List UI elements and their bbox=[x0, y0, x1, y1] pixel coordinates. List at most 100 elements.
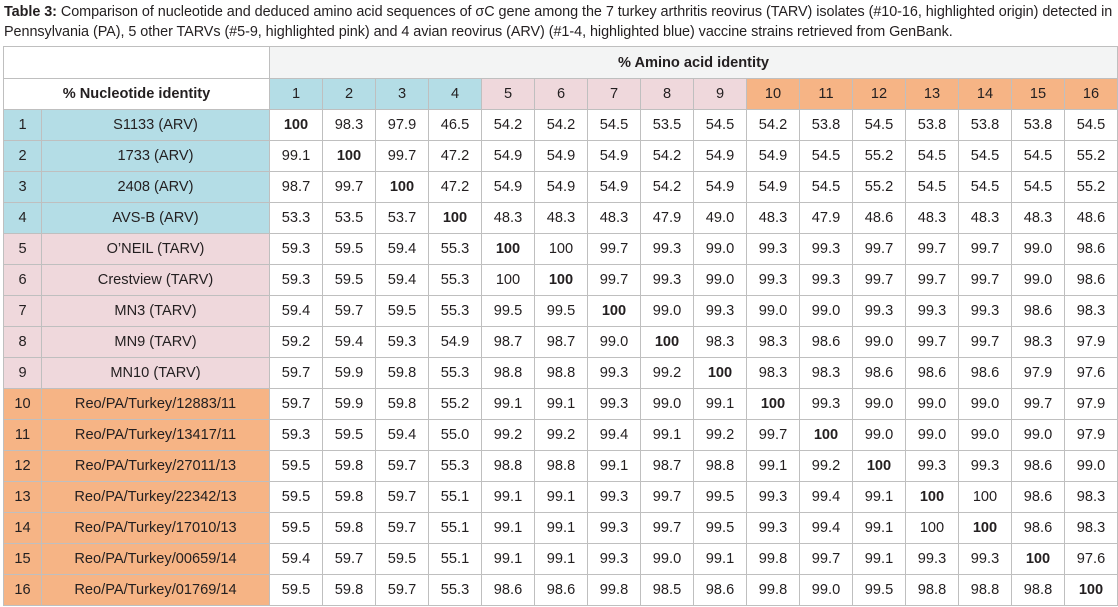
amino-acid-header: % Amino acid identity bbox=[269, 46, 1118, 79]
table-row: 16 Reo/PA/Turkey/01769/14 59.5 59.8 59.7 55.3… bbox=[3, 574, 1118, 606]
identity-cell: 55.3 bbox=[428, 264, 482, 296]
identity-cell: 54.2 bbox=[534, 109, 588, 141]
identity-cell: 59.5 bbox=[322, 233, 376, 265]
identity-cell: 99.3 bbox=[958, 543, 1012, 575]
identity-cell: 99.1 bbox=[852, 543, 906, 575]
identity-cell: 54.9 bbox=[534, 140, 588, 172]
identity-cell: 99.7 bbox=[905, 264, 959, 296]
identity-cell: 98.3 bbox=[1064, 512, 1118, 544]
row-number: 11 bbox=[3, 419, 42, 451]
row-number: 10 bbox=[3, 388, 42, 420]
identity-cell: 100 bbox=[1064, 574, 1118, 606]
table-row: 7 MN3 (TARV) 59.4 59.7 59.5 55.3 99.5 99.5 100 99… bbox=[3, 295, 1118, 327]
identity-cell: 99.0 bbox=[799, 574, 853, 606]
row-strain-name: 2408 (ARV) bbox=[41, 171, 270, 203]
identity-cell: 98.7 bbox=[640, 450, 694, 482]
identity-cell: 59.7 bbox=[322, 543, 376, 575]
identity-cell: 54.9 bbox=[746, 140, 800, 172]
column-header: 12 bbox=[852, 78, 906, 110]
identity-cell: 99.1 bbox=[481, 388, 535, 420]
identity-cell: 99.0 bbox=[693, 233, 747, 265]
identity-cell: 55.1 bbox=[428, 481, 482, 513]
identity-cell: 59.5 bbox=[322, 264, 376, 296]
caption-text: Comparison of nucleotide and deduced ami… bbox=[4, 4, 1113, 40]
column-header: 16 bbox=[1064, 78, 1118, 110]
identity-cell: 54.9 bbox=[746, 171, 800, 203]
identity-cell: 99.0 bbox=[852, 388, 906, 420]
identity-cell: 99.1 bbox=[534, 543, 588, 575]
identity-cell: 99.7 bbox=[322, 171, 376, 203]
table-body: 1 S1133 (ARV) 100 98.3 97.9 46.5 54.2 54.2 54.5 5… bbox=[3, 109, 1118, 606]
identity-cell: 99.4 bbox=[799, 481, 853, 513]
identity-cell: 99.7 bbox=[746, 419, 800, 451]
identity-cell: 54.2 bbox=[640, 140, 694, 172]
identity-cell: 99.1 bbox=[534, 481, 588, 513]
identity-cell: 98.8 bbox=[481, 357, 535, 389]
identity-cell: 98.8 bbox=[1011, 574, 1065, 606]
row-number: 7 bbox=[3, 295, 42, 327]
identity-cell: 99.3 bbox=[905, 450, 959, 482]
table-row: 10 Reo/PA/Turkey/12883/11 59.7 59.9 59.8 55.2… bbox=[3, 388, 1118, 420]
identity-cell: 55.3 bbox=[428, 233, 482, 265]
identity-cell: 98.6 bbox=[905, 357, 959, 389]
identity-cell: 98.3 bbox=[746, 357, 800, 389]
identity-cell: 59.7 bbox=[269, 357, 323, 389]
identity-cell: 100 bbox=[905, 512, 959, 544]
identity-cell: 99.7 bbox=[958, 326, 1012, 358]
identity-cell: 100 bbox=[799, 419, 853, 451]
identity-cell: 59.8 bbox=[322, 481, 376, 513]
row-number: 15 bbox=[3, 543, 42, 575]
identity-cell: 100 bbox=[958, 481, 1012, 513]
table-row: 14 Reo/PA/Turkey/17010/13 59.5 59.8 59.7 55.1… bbox=[3, 512, 1118, 544]
identity-cell: 59.7 bbox=[375, 512, 429, 544]
identity-cell: 55.3 bbox=[428, 574, 482, 606]
identity-cell: 98.6 bbox=[852, 357, 906, 389]
identity-cell: 98.6 bbox=[1011, 295, 1065, 327]
identity-cell: 54.9 bbox=[428, 326, 482, 358]
identity-cell: 59.7 bbox=[269, 388, 323, 420]
row-number: 13 bbox=[3, 481, 42, 513]
identity-cell: 59.2 bbox=[269, 326, 323, 358]
identity-cell: 47.9 bbox=[640, 202, 694, 234]
identity-cell: 55.2 bbox=[1064, 171, 1118, 203]
identity-cell: 100 bbox=[481, 233, 535, 265]
identity-cell: 100 bbox=[481, 264, 535, 296]
identity-cell: 99.1 bbox=[693, 543, 747, 575]
identity-cell: 99.1 bbox=[534, 388, 588, 420]
table-row: 3 2408 (ARV) 98.7 99.7 100 47.2 54.9 54.9 54.9 54… bbox=[3, 171, 1118, 203]
identity-cell: 98.6 bbox=[534, 574, 588, 606]
identity-cell: 99.1 bbox=[481, 481, 535, 513]
identity-cell: 100 bbox=[269, 109, 323, 141]
identity-cell: 59.5 bbox=[375, 295, 429, 327]
identity-cell: 99.8 bbox=[746, 543, 800, 575]
identity-cell: 99.1 bbox=[481, 512, 535, 544]
identity-cell: 98.3 bbox=[322, 109, 376, 141]
identity-cell: 99.3 bbox=[799, 264, 853, 296]
row-strain-name: 1733 (ARV) bbox=[41, 140, 270, 172]
identity-cell: 99.5 bbox=[693, 481, 747, 513]
identity-cell: 100 bbox=[693, 357, 747, 389]
table-row: 11 Reo/PA/Turkey/13417/11 59.3 59.5 59.4 55.0… bbox=[3, 419, 1118, 451]
row-number: 1 bbox=[3, 109, 42, 141]
identity-cell: 98.3 bbox=[693, 326, 747, 358]
row-strain-name: S1133 (ARV) bbox=[41, 109, 270, 141]
row-number: 4 bbox=[3, 202, 42, 234]
identity-cell: 99.0 bbox=[958, 388, 1012, 420]
identity-cell: 99.7 bbox=[852, 264, 906, 296]
row-strain-name: AVS-B (ARV) bbox=[41, 202, 270, 234]
identity-cell: 99.4 bbox=[799, 512, 853, 544]
identity-cell: 99.0 bbox=[587, 326, 641, 358]
identity-cell: 99.3 bbox=[905, 543, 959, 575]
identity-cell: 55.2 bbox=[428, 388, 482, 420]
identity-cell: 59.4 bbox=[269, 295, 323, 327]
row-strain-name: MN9 (TARV) bbox=[41, 326, 270, 358]
identity-cell: 53.3 bbox=[269, 202, 323, 234]
identity-cell: 55.2 bbox=[852, 140, 906, 172]
identity-cell: 99.7 bbox=[905, 326, 959, 358]
identity-cell: 99.7 bbox=[1011, 388, 1065, 420]
identity-cell: 48.3 bbox=[1011, 202, 1065, 234]
identity-cell: 100 bbox=[852, 450, 906, 482]
identity-cell: 99.3 bbox=[587, 481, 641, 513]
identity-cell: 48.6 bbox=[852, 202, 906, 234]
identity-cell: 99.0 bbox=[640, 388, 694, 420]
